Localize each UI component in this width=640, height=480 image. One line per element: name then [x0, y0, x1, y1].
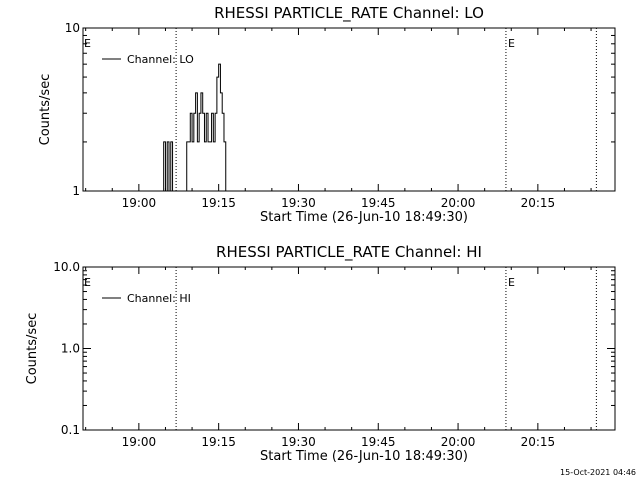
chart-title: RHESSI PARTICLE_RATE Channel: LO [214, 4, 484, 23]
x-tick-label: 20:00 [441, 196, 476, 210]
y-tick-label: 10.0 [53, 260, 80, 274]
x-tick-label: 19:00 [122, 435, 157, 449]
x-tick-label: 19:00 [122, 196, 157, 210]
event-marker-label: E [508, 37, 515, 50]
y-axis-label: Counts/sec [25, 313, 40, 385]
x-axis-label: Start Time (26-Jun-10 18:49:30) [260, 449, 468, 464]
series-line [161, 63, 231, 192]
x-tick-label: 19:15 [201, 435, 236, 449]
edge-marker-label: E [84, 37, 91, 50]
x-tick-label: 19:45 [361, 435, 396, 449]
x-tick-label: 19:15 [201, 196, 236, 210]
x-tick-label: 20:00 [441, 435, 476, 449]
chart-title: RHESSI PARTICLE_RATE Channel: HI [216, 243, 482, 262]
edge-marker-label: E [84, 276, 91, 289]
y-tick-label: 0.1 [61, 423, 80, 437]
x-axis-label: Start Time (26-Jun-10 18:49:30) [260, 210, 468, 225]
generation-timestamp: 15-Oct-2021 04:46 [560, 468, 636, 477]
y-tick-label: 10 [65, 21, 80, 35]
lo-channel-panel: RHESSI PARTICLE_RATE Channel: LO 19:00 19:… [38, 4, 616, 225]
x-tick-label: 20:15 [521, 435, 556, 449]
y-axis-label: Counts/sec [38, 74, 53, 146]
legend-entry: Channel: HI [127, 292, 191, 305]
plot-frame [82, 27, 616, 192]
x-tick-label: 19:30 [281, 196, 316, 210]
x-tick-label: 19:30 [281, 435, 316, 449]
event-marker-label: E [508, 276, 515, 289]
x-tick-label: 19:45 [361, 196, 396, 210]
hi-channel-panel: RHESSI PARTICLE_RATE Channel: HI 19:00 19:… [25, 243, 616, 464]
x-tick-label: 20:15 [521, 196, 556, 210]
legend-entry: Channel: LO [127, 53, 194, 66]
y-tick-label: 1.0 [61, 342, 80, 356]
y-tick-label: 1 [72, 184, 80, 198]
